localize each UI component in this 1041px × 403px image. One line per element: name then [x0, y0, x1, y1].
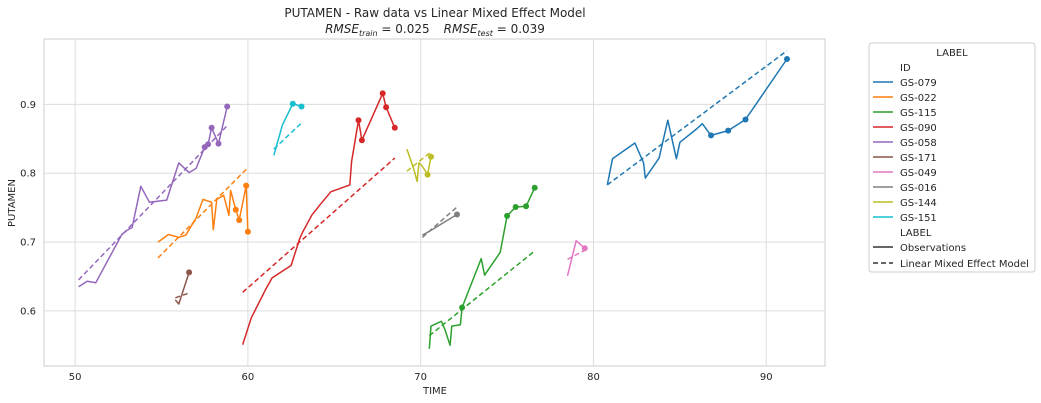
test-point-gs-090: [391, 124, 398, 131]
observation-line-gs-090: [241, 92, 396, 345]
legend-label-gs-022: GS-022: [900, 93, 937, 104]
legend-observations-label: Observations: [900, 243, 966, 254]
legend-label-gs-090: GS-090: [900, 123, 937, 134]
grid: [44, 39, 825, 366]
y-tick-label: 0.6: [20, 306, 36, 317]
legend-label-gs-079: GS-079: [900, 78, 937, 89]
series-gs-079: [606, 50, 790, 186]
rmse-train-value: = 0.025: [378, 22, 430, 36]
legend-style-header: LABEL: [900, 228, 932, 239]
test-point-gs-016: [454, 211, 460, 218]
rmse-test-label: RMSE: [444, 22, 478, 36]
series-gs-171: [174, 269, 193, 305]
x-tick-label: 70: [414, 372, 427, 383]
series-gs-115: [428, 184, 538, 349]
test-point-gs-079: [725, 127, 732, 134]
legend-label-gs-049: GS-049: [900, 168, 937, 179]
rmse-train-subscript: train: [359, 29, 378, 38]
legend-label-gs-171: GS-171: [900, 153, 937, 164]
legend-box: [868, 42, 1036, 273]
test-point-gs-090: [355, 117, 362, 124]
test-point-gs-079: [708, 132, 714, 139]
series-gs-151: [273, 100, 305, 156]
x-tick-label: 60: [242, 372, 255, 383]
y-tick-label: 0.7: [20, 238, 36, 249]
legend-label-gs-016: GS-016: [900, 183, 937, 194]
x-tick-label: 90: [760, 372, 773, 383]
test-point-gs-022: [244, 228, 251, 235]
x-tick-labels: 50 60 70 80 90: [69, 372, 773, 383]
legend-series-entries: GS-079 GS-022 GS-115 GS-090 GS-058 GS-171 GS-0…: [873, 78, 937, 224]
model-line-gs-049: [567, 249, 586, 260]
rmse-test-subscript: test: [478, 29, 494, 38]
legend-model-label: Linear Mixed Effect Model: [900, 259, 1029, 270]
test-point-gs-115: [531, 184, 538, 191]
test-point-gs-079: [742, 116, 749, 123]
y-tick-label: 0.9: [20, 100, 36, 111]
test-point-gs-151: [289, 100, 296, 107]
y-tick-labels: 0.6 0.7 0.8 0.9: [20, 100, 36, 318]
series-gs-058: [78, 103, 231, 288]
test-point-gs-115: [459, 304, 466, 311]
series-gs-090: [241, 90, 398, 345]
test-point-gs-090: [379, 90, 386, 97]
test-point-gs-022: [243, 182, 250, 189]
test-point-gs-090: [358, 137, 365, 144]
test-point-gs-058: [205, 141, 212, 148]
model-line-gs-151: [273, 122, 303, 150]
test-point-gs-058: [215, 140, 222, 147]
observation-line-gs-079: [606, 58, 788, 186]
legend-title: LABEL: [936, 48, 968, 59]
series-gs-049: [566, 239, 588, 276]
model-line-gs-144: [406, 151, 432, 172]
rmse-test-value: = 0.039: [493, 22, 545, 36]
test-point-gs-090: [383, 104, 390, 111]
test-point-gs-049: [581, 245, 588, 252]
legend-label-gs-058: GS-058: [900, 138, 937, 149]
observation-line-gs-058: [78, 106, 228, 288]
series-gs-022: [157, 167, 251, 259]
test-point-gs-058: [224, 103, 231, 110]
x-tick-label: 50: [69, 372, 82, 383]
model-line-gs-115: [428, 250, 536, 337]
legend-label-gs-151: GS-151: [900, 213, 937, 224]
test-point-gs-144: [428, 153, 434, 160]
observation-line-gs-016: [422, 213, 458, 236]
observation-line-gs-151: [273, 102, 302, 156]
chart-subtitle: RMSEtrain = 0.025 RMSEtest = 0.039: [325, 22, 545, 38]
test-point-gs-115: [523, 203, 530, 210]
legend: LABEL ID GS-079GS-022GS-115GS-090GS-058G…: [868, 42, 1036, 273]
legend-label-gs-144: GS-144: [900, 198, 937, 209]
test-point-gs-022: [232, 206, 239, 213]
legend-label-gs-115: GS-115: [900, 108, 937, 119]
model-line-gs-022: [157, 167, 249, 259]
test-point-gs-115: [512, 204, 519, 210]
observation-line-gs-022: [157, 184, 249, 243]
x-tick-label: 80: [587, 372, 600, 383]
x-axis-label: TIME: [422, 386, 447, 397]
test-point-gs-079: [784, 56, 790, 62]
series-gs-016: [421, 206, 460, 238]
y-tick-label: 0.8: [20, 169, 36, 180]
test-point-gs-022: [236, 217, 243, 224]
chart-title: PUTAMEN - Raw data vs Linear Mixed Effec…: [284, 6, 585, 20]
test-point-gs-058: [208, 124, 215, 131]
series-layer: [78, 50, 790, 349]
test-point-gs-115: [504, 212, 511, 219]
test-point-gs-171: [186, 269, 193, 276]
observation-line-gs-171: [174, 272, 190, 305]
test-point-gs-151: [298, 103, 305, 110]
y-axis-label: PUTAMEN: [7, 179, 18, 227]
model-line-gs-079: [606, 50, 788, 186]
model-line-gs-171: [175, 292, 190, 299]
plot-area: [43, 38, 826, 367]
legend-id-header: ID: [900, 63, 911, 74]
observation-line-gs-049: [566, 239, 586, 276]
model-line-gs-090: [242, 157, 396, 293]
rmse-train-label: RMSE: [325, 22, 359, 36]
test-point-gs-144: [424, 171, 431, 178]
series-gs-144: [406, 148, 434, 183]
